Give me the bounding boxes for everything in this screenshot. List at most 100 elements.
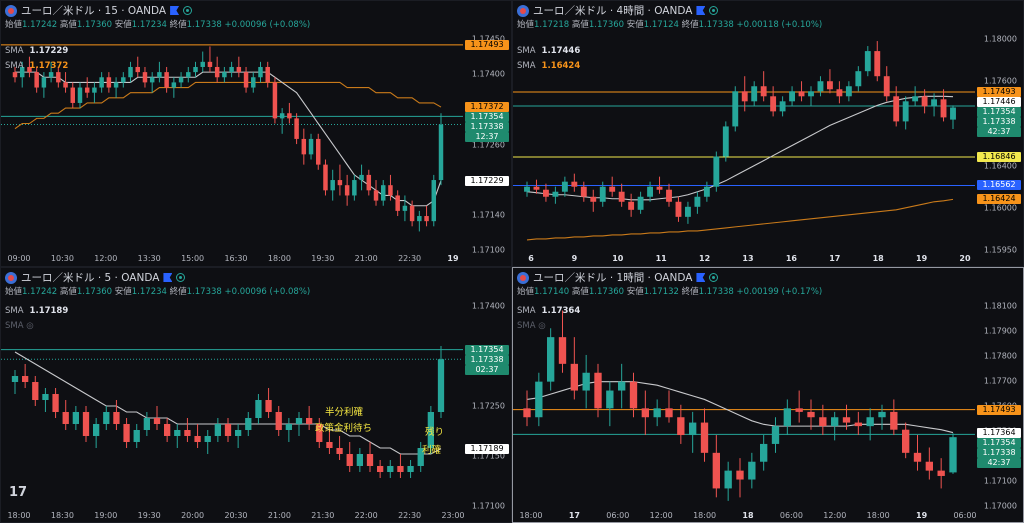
sma-legend-2[interactable]: SMA ◎ bbox=[5, 321, 34, 331]
sma-legend-2[interactable]: SMA 1.17372 bbox=[5, 61, 69, 71]
candle-body bbox=[760, 86, 767, 97]
time-tick-label: 10 bbox=[612, 254, 624, 263]
candle-body bbox=[366, 454, 374, 466]
sma-legend-1[interactable]: SMA 1.17229 bbox=[5, 46, 69, 56]
candle-body bbox=[523, 408, 531, 418]
candle-body bbox=[409, 205, 415, 222]
candle-body bbox=[431, 180, 437, 222]
candle-body bbox=[251, 77, 256, 88]
time-tick-label: 15:00 bbox=[181, 254, 205, 263]
sma-legend-1[interactable]: SMA 1.17364 bbox=[517, 306, 581, 316]
time-axis[interactable]: 09:00 10:30 12:00 13:30 15:00 16:30 18:00 19:30… bbox=[1, 254, 463, 266]
chart-panel-4h[interactable]: ユーロ／米ドル · 4時間 · OANDA 始値1.17218 高値1.1736… bbox=[512, 0, 1024, 267]
oanda-logo-icon bbox=[517, 4, 529, 17]
price-tag: 1.17493 bbox=[465, 39, 509, 50]
symbol-title[interactable]: ユーロ／米ドル · 5 · OANDA bbox=[21, 272, 160, 284]
price-tick-label: 1.17100 bbox=[983, 476, 1017, 486]
candle-body bbox=[285, 424, 293, 430]
candle-body bbox=[722, 126, 729, 157]
time-tick-label: 21:00 bbox=[354, 254, 378, 263]
hidden-eye-icon[interactable]: ◎ bbox=[26, 321, 34, 331]
time-tick-label: 18:00 bbox=[693, 511, 717, 520]
chart-canvas[interactable] bbox=[513, 1, 1024, 267]
time-tick-label: 19:00 bbox=[94, 511, 118, 520]
chart-canvas[interactable] bbox=[1, 268, 512, 523]
candle-body bbox=[890, 411, 898, 430]
oanda-logo-icon bbox=[517, 271, 529, 284]
candle-body bbox=[62, 412, 69, 424]
sma-legend-1[interactable]: SMA 1.17189 bbox=[5, 306, 69, 316]
price-tick-label: 1.15950 bbox=[983, 245, 1017, 255]
chart-panel-5m[interactable]: ユーロ／米ドル · 5 · OANDA 始値1.17242 高値1.17360 … bbox=[0, 267, 512, 523]
price-tag: 1.17372 bbox=[465, 102, 509, 113]
oanda-logo-icon bbox=[5, 4, 17, 17]
flag-icon[interactable] bbox=[696, 273, 706, 282]
chart-panel-15m[interactable]: ユーロ／米ドル · 15 · OANDA 始値1.17242 高値1.17360… bbox=[0, 0, 512, 267]
candle-body bbox=[103, 412, 110, 424]
candle-body bbox=[842, 417, 851, 423]
price-tick-label: 1.17400 bbox=[471, 301, 505, 311]
time-axis[interactable]: 18:00 18:30 19:00 19:30 20:00 20:30 21:00 21:30… bbox=[1, 511, 464, 522]
price-tag: 42:37 bbox=[977, 126, 1021, 137]
candle-body bbox=[34, 72, 39, 88]
candle-body bbox=[135, 66, 140, 73]
candle-body bbox=[874, 51, 881, 77]
time-axis[interactable]: 6 9 10 11 12 13 16 17 18 19 20 bbox=[513, 254, 975, 266]
symbol-title[interactable]: ユーロ／米ドル · 15 · OANDA bbox=[21, 5, 167, 17]
candle-body bbox=[931, 99, 938, 107]
candle-body bbox=[770, 96, 777, 112]
candle-body bbox=[11, 376, 19, 382]
sma-legend-2[interactable]: SMA ◎ bbox=[517, 321, 546, 331]
candle-body bbox=[913, 452, 922, 462]
sma-legend-2[interactable]: SMA 1.16424 bbox=[517, 61, 581, 71]
ohlc-readout: 始値1.17242 高値1.17360 安値1.17234 終値1.17338 … bbox=[5, 287, 311, 297]
hidden-eye-icon[interactable]: ◎ bbox=[538, 321, 546, 331]
chart-panel-1h[interactable]: ユーロ／米ドル · 1時間 · OANDA 始値1.17140 高値1.1736… bbox=[512, 267, 1024, 523]
chart-canvas[interactable] bbox=[1, 1, 512, 267]
time-tick-label: 20:30 bbox=[224, 511, 248, 520]
candle-body bbox=[41, 77, 47, 88]
candle-body bbox=[56, 72, 61, 83]
candle-body bbox=[32, 382, 39, 400]
flag-icon[interactable] bbox=[696, 6, 706, 15]
candle-body bbox=[106, 77, 112, 88]
candle-body bbox=[388, 185, 393, 196]
candle-body bbox=[236, 66, 242, 73]
tradingview-logo-icon[interactable]: 17 bbox=[9, 485, 28, 500]
candle-body bbox=[438, 124, 444, 181]
time-tick-label: 18:00 bbox=[519, 511, 543, 520]
price-tag: 1.17493 bbox=[977, 404, 1021, 415]
candle-body bbox=[336, 448, 343, 454]
price-tag: 1.17354 bbox=[977, 437, 1021, 448]
flag-icon[interactable] bbox=[170, 6, 180, 15]
flag-icon[interactable] bbox=[163, 273, 173, 282]
time-tick-label: 19:30 bbox=[137, 511, 161, 520]
candle-body bbox=[301, 138, 307, 155]
candle-body bbox=[99, 77, 104, 88]
symbol-title[interactable]: ユーロ／米ドル · 4時間 · OANDA bbox=[533, 5, 693, 17]
time-tick-label: 17 bbox=[568, 511, 580, 520]
sma-legend-1[interactable]: SMA 1.17446 bbox=[517, 46, 581, 56]
time-axis[interactable]: 18:00 17 06:00 12:00 18:00 18 06:00 12:00 18:00 1… bbox=[513, 511, 976, 522]
symbol-title[interactable]: ユーロ／米ドル · 1時間 · OANDA bbox=[533, 272, 693, 284]
market-open-icon bbox=[183, 6, 193, 15]
candle-body bbox=[748, 461, 756, 480]
candle-body bbox=[949, 437, 957, 473]
price-axis[interactable]: 1.181001.179001.178001.177001.176001.175… bbox=[973, 268, 1023, 522]
candle-body bbox=[855, 71, 862, 87]
chart-header: ユーロ／米ドル · 15 · OANDA bbox=[5, 3, 193, 18]
price-tag: 1.17354 bbox=[977, 106, 1021, 117]
ohlc-readout: 始値1.17140 高値1.17360 安値1.17132 終値1.17338 … bbox=[517, 287, 823, 297]
market-open-icon bbox=[709, 273, 719, 282]
candle-body bbox=[207, 61, 213, 67]
candle-body bbox=[533, 186, 540, 190]
candle-body bbox=[316, 424, 323, 442]
candle-body bbox=[940, 99, 947, 118]
candle-body bbox=[594, 372, 602, 409]
candle-body bbox=[427, 412, 435, 448]
time-tick-label: 9 bbox=[571, 254, 578, 263]
candle-body bbox=[63, 82, 68, 88]
candle-body bbox=[580, 186, 587, 197]
chart-canvas[interactable] bbox=[513, 268, 1024, 523]
